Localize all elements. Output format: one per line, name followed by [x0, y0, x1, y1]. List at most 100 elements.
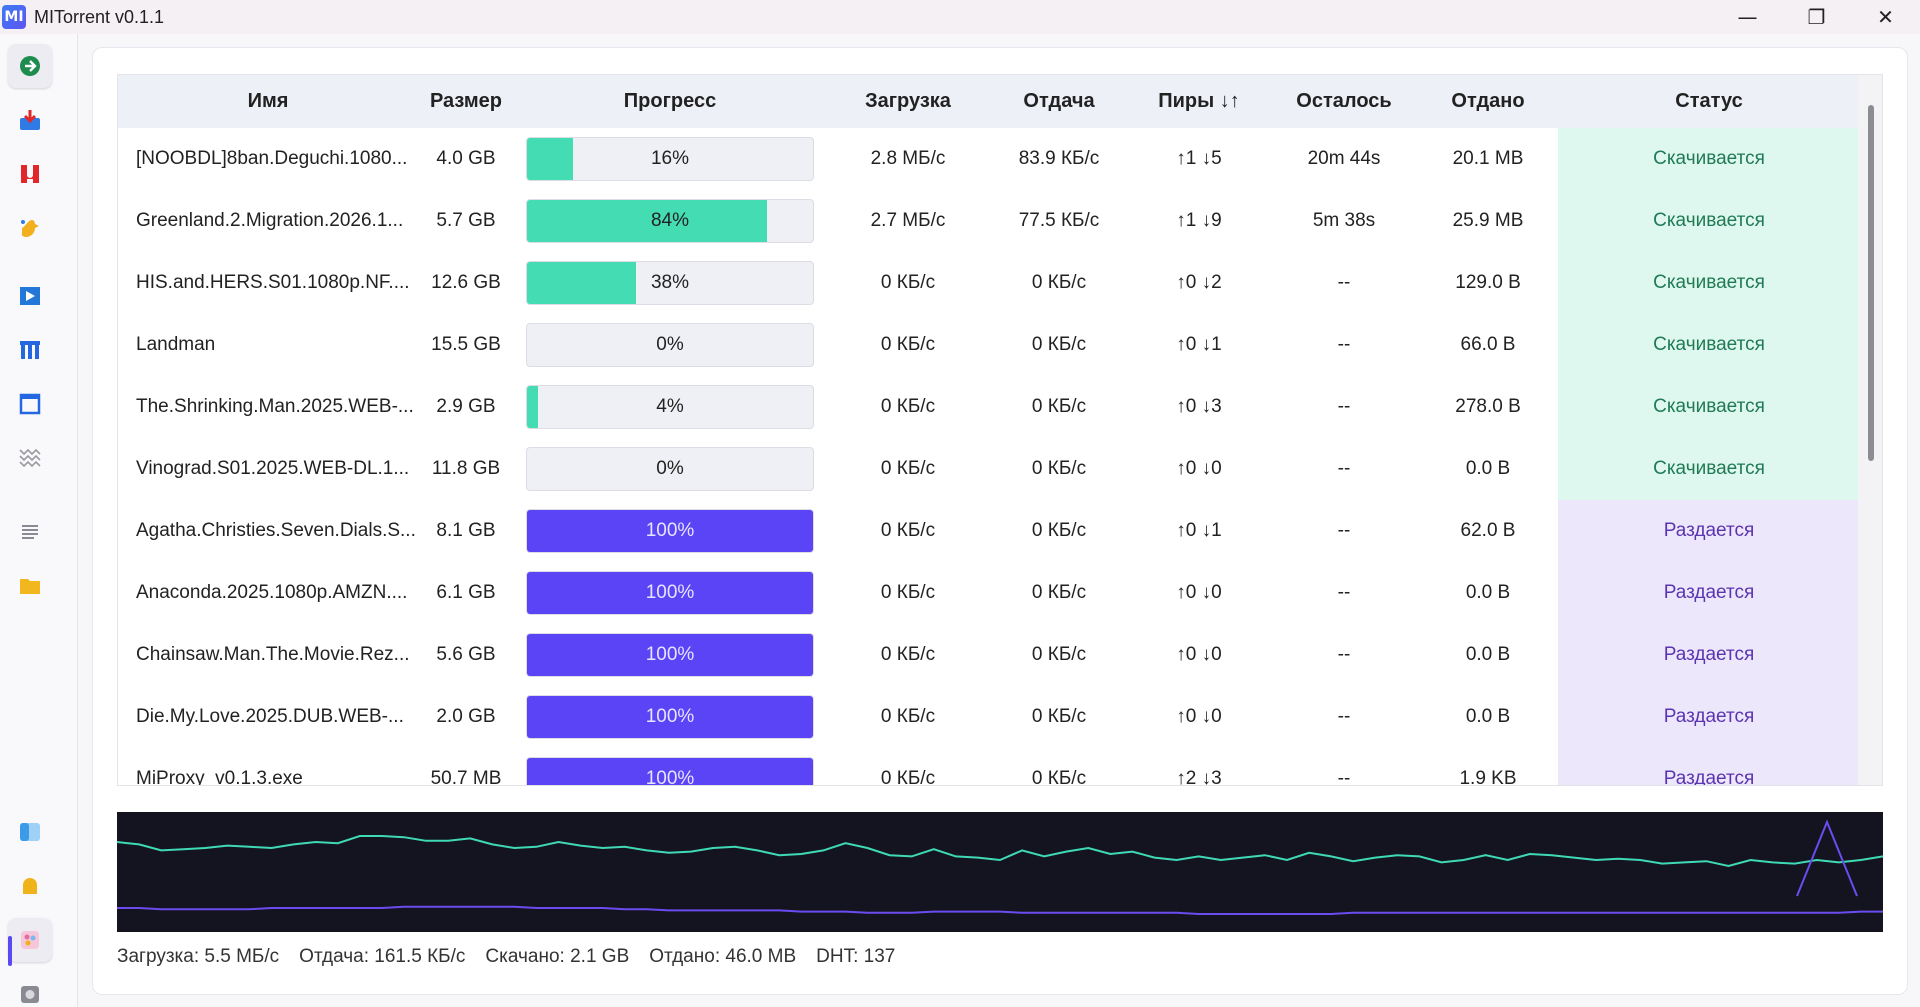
- progress-bar: 16%: [526, 137, 814, 181]
- table-row[interactable]: Chainsaw.Man.The.Movie.Rez... 5.6 GB 100% 0…: [118, 624, 1860, 686]
- uploaded-amount: 278.0 B: [1455, 396, 1521, 417]
- table-row[interactable]: Die.My.Love.2025.DUB.WEB-... 2.0 GB 100% 0 …: [118, 686, 1860, 748]
- progress-cell: 100%: [514, 571, 826, 615]
- progress-fill: [527, 386, 539, 428]
- download-speed: 0 КБ/с: [880, 706, 936, 727]
- progress-bar: 100%: [526, 509, 814, 553]
- time-remaining: --: [1337, 396, 1351, 417]
- sidebar-item-folder[interactable]: [8, 564, 52, 608]
- time-remaining: --: [1337, 706, 1351, 727]
- status-downloaded: Скачано: 2.1 GB: [485, 946, 630, 967]
- scrollbar-thumb[interactable]: [1868, 105, 1874, 461]
- download-speed: 0 КБ/с: [880, 396, 936, 417]
- status-badge: Скачивается: [1558, 438, 1860, 500]
- active-indicator: [8, 936, 12, 966]
- header-remaining[interactable]: Осталось: [1296, 90, 1392, 112]
- download-spike-line: [1796, 819, 1858, 897]
- table-row[interactable]: Agatha.Christies.Seven.Dials.S... 8.1 GB 1…: [118, 500, 1860, 562]
- torrent-size: 8.1 GB: [436, 520, 496, 541]
- status-badge: Скачивается: [1558, 190, 1860, 252]
- status-badge: Раздается: [1558, 748, 1860, 785]
- progress-cell: 84%: [514, 199, 826, 243]
- table-header: Имя Размер Прогресс Загрузка Отдача Пиры…: [118, 75, 1860, 128]
- time-remaining: 5m 38s: [1312, 210, 1376, 231]
- uploaded-amount: 1.9 KB: [1459, 768, 1517, 786]
- table-scrollbar[interactable]: [1858, 75, 1882, 785]
- window-controls: — ❐ ✕: [1713, 0, 1920, 34]
- magnet-icon: [21, 165, 39, 183]
- sidebar-item-downloads[interactable]: [8, 98, 52, 142]
- bird-icon: [21, 220, 39, 237]
- sidebar-item-settings[interactable]: [8, 972, 52, 1007]
- progress-bar: 4%: [526, 385, 814, 429]
- sidebar-item-media[interactable]: [8, 274, 52, 318]
- progress-bar: 0%: [526, 323, 814, 367]
- sidebar-item-notifications[interactable]: [8, 864, 52, 908]
- progress-bar: 0%: [526, 447, 814, 491]
- header-status[interactable]: Статус: [1675, 90, 1743, 112]
- time-remaining: --: [1337, 458, 1351, 479]
- sidebar-item-theme[interactable]: [8, 918, 52, 962]
- torrent-name: Die.My.Love.2025.DUB.WEB-...: [136, 706, 404, 727]
- status-uploaded: Отдано: 46.0 MB: [649, 946, 797, 967]
- torrent-size: 12.6 GB: [431, 272, 501, 293]
- progress-cell: 38%: [514, 261, 826, 305]
- table-row[interactable]: HIS.and.HERS.S01.1080p.NF.... 12.6 GB 38% 0…: [118, 252, 1860, 314]
- sidebar-item-columns[interactable]: [8, 328, 52, 372]
- torrent-size: 6.1 GB: [436, 582, 496, 603]
- header-download[interactable]: Загрузка: [865, 90, 951, 112]
- time-remaining: --: [1337, 768, 1351, 786]
- status-badge: Скачивается: [1558, 252, 1860, 314]
- progress-cell: 100%: [514, 695, 826, 739]
- sidebar-item-window[interactable]: [8, 382, 52, 426]
- maximize-button[interactable]: ❐: [1807, 5, 1826, 29]
- torrent-size: 5.7 GB: [436, 210, 496, 231]
- sidebar-item-magnet[interactable]: [8, 152, 52, 196]
- progress-cell: 100%: [514, 757, 826, 785]
- status-badge: Раздается: [1558, 500, 1860, 562]
- sidebar-item-bird[interactable]: [8, 206, 52, 250]
- table-row[interactable]: MiProxy_v0.1.3.exe 50.7 MB 100% 0 КБ/с 0 КБ/…: [118, 748, 1860, 786]
- peers-count: ↑0 ↓1: [1176, 520, 1222, 541]
- progress-cell: 100%: [514, 509, 826, 553]
- table-row[interactable]: [NOOBDL]8ban.Deguchi.1080... 4.0 GB 16% 2.8…: [118, 128, 1860, 190]
- torrent-size: 2.0 GB: [436, 706, 496, 727]
- sidebar-item-panel[interactable]: [8, 810, 52, 854]
- header-size[interactable]: Размер: [429, 90, 503, 112]
- peers-count: ↑1 ↓9: [1176, 210, 1222, 231]
- title-bar: MI MITorrent v0.1.1 — ❐ ✕: [0, 0, 1920, 34]
- table-row[interactable]: Greenland.2.Migration.2026.1... 5.7 GB 84%…: [118, 190, 1860, 252]
- table-row[interactable]: Anaconda.2025.1080p.AMZN.... 6.1 GB 100% 0 …: [118, 562, 1860, 624]
- download-speed: 2.7 МБ/с: [870, 210, 946, 231]
- header-progress[interactable]: Прогресс: [623, 90, 717, 112]
- uploaded-amount: 20.1 MB: [1452, 148, 1524, 169]
- header-upload[interactable]: Отдача: [1023, 90, 1095, 112]
- header-sent[interactable]: Отдано: [1451, 90, 1525, 112]
- progress-label: 100%: [645, 520, 695, 541]
- time-remaining: --: [1337, 334, 1351, 355]
- progress-label: 100%: [645, 706, 695, 727]
- progress-bar: 100%: [526, 695, 814, 739]
- table-row[interactable]: Landman 15.5 GB 0% 0 КБ/с 0 КБ/с ↑0 ↓1 -- 66.0 …: [118, 314, 1860, 376]
- torrent-size: 50.7 MB: [430, 768, 502, 786]
- sidebar-item-grid[interactable]: [8, 436, 52, 480]
- download-speed: 0 КБ/с: [880, 520, 936, 541]
- minimize-button[interactable]: —: [1737, 5, 1758, 29]
- download-speed: 0 КБ/с: [880, 334, 936, 355]
- torrent-name: Agatha.Christies.Seven.Dials.S...: [136, 520, 416, 541]
- header-peers[interactable]: Пиры ↓↑: [1158, 90, 1240, 112]
- close-button[interactable]: ✕: [1877, 5, 1894, 29]
- sidebar-item-start[interactable]: [8, 44, 52, 88]
- torrent-name: Vinograd.S01.2025.WEB-DL.1...: [136, 458, 410, 479]
- upload-speed: 0 КБ/с: [1031, 458, 1087, 479]
- status-badge: Скачивается: [1558, 128, 1860, 190]
- table-row[interactable]: The.Shrinking.Man.2025.WEB-... 2.9 GB 4% 0 …: [118, 376, 1860, 438]
- progress-bar: 100%: [526, 571, 814, 615]
- status-badge: Раздается: [1558, 624, 1860, 686]
- time-remaining: --: [1337, 272, 1351, 293]
- header-name[interactable]: Имя: [247, 90, 289, 112]
- torrent-name: [NOOBDL]8ban.Deguchi.1080...: [136, 148, 408, 169]
- sidebar-item-log[interactable]: [8, 510, 52, 554]
- upload-speed: 0 КБ/с: [1031, 520, 1087, 541]
- table-row[interactable]: Vinograd.S01.2025.WEB-DL.1... 11.8 GB 0% 0 …: [118, 438, 1860, 500]
